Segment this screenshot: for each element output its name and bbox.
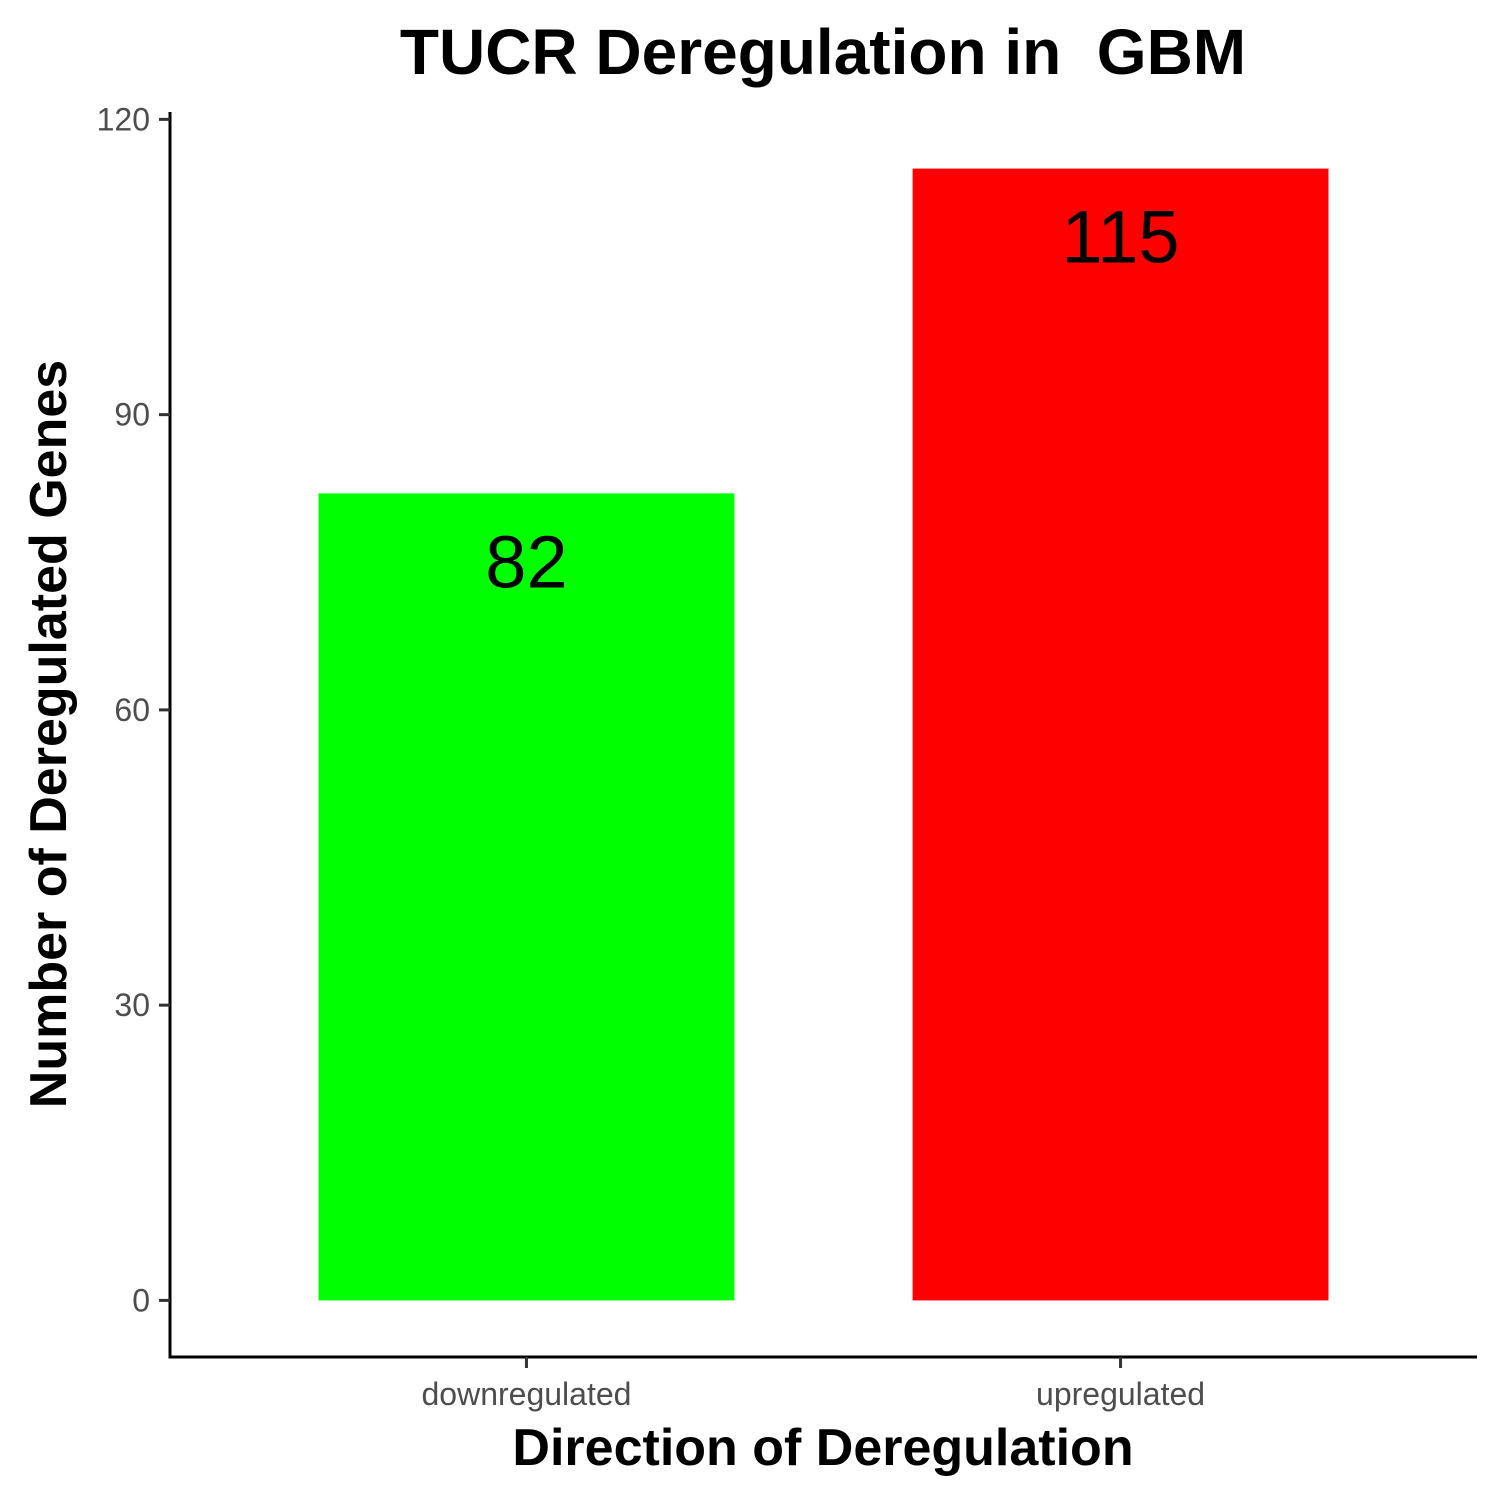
y-tick-label-90: 90 (114, 397, 150, 433)
x-axis-title: Direction of Deregulation (512, 1419, 1133, 1477)
y-axis-ticks: 0 30 60 90 120 (97, 101, 170, 1318)
chart-title: TUCR Deregulation in GBM (400, 16, 1246, 88)
y-tick-label-120: 120 (97, 101, 150, 137)
bars-layer (318, 168, 1329, 1301)
data-label-downregulated: 82 (485, 520, 567, 603)
y-axis-title: Number of Deregulated Genes (20, 360, 78, 1108)
x-tick-label-downregulated: downregulated (421, 1376, 631, 1412)
y-tick-label-0: 0 (132, 1282, 150, 1318)
y-tick-label-30: 30 (114, 987, 150, 1023)
bar-downregulated (318, 493, 735, 1301)
y-tick-label-60: 60 (114, 692, 150, 728)
data-label-upregulated: 115 (1062, 196, 1180, 279)
x-tick-label-upregulated: upregulated (1036, 1376, 1205, 1412)
data-labels-layer: 82 115 (485, 196, 1179, 604)
bar-upregulated (912, 168, 1329, 1301)
x-axis-ticks: downregulated upregulated (421, 1357, 1205, 1412)
